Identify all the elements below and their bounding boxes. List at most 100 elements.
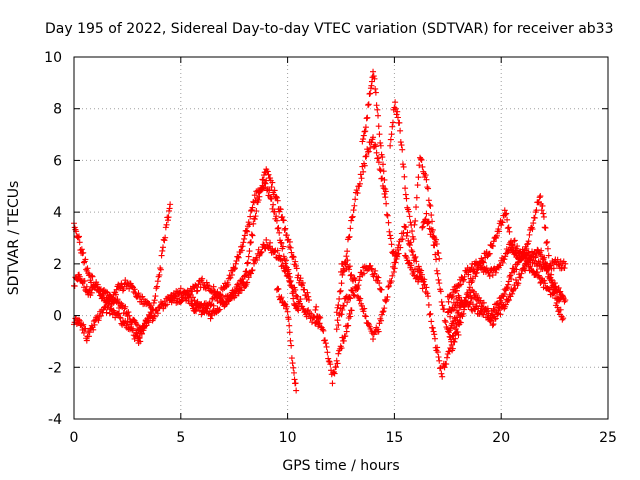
point-track-f-13 [198,311,205,318]
point-track-f-113 [274,197,281,204]
point-track-s-55 [489,322,496,329]
point-track-f-70 [241,272,248,279]
point-track-i-25 [353,187,360,194]
point-track-s-1 [447,325,454,332]
point-track-a-108 [154,283,161,290]
point-track-q-154 [562,260,569,267]
point-track-m-10 [394,108,401,115]
point-track-e-156 [286,270,293,277]
point-track-r-96 [539,202,546,209]
point-track-b-56 [112,291,119,298]
point-track-d-118 [225,281,232,288]
point-track-j-31 [380,168,387,175]
point-track-k-51 [378,311,385,318]
point-track-m-30 [409,228,416,235]
point-track-a-68 [122,303,129,310]
point-track-r-78 [525,238,532,245]
point-track-i-22 [351,202,358,209]
point-track-e-171 [297,296,304,303]
point-track-m-6 [391,104,398,111]
point-track-e-141 [274,247,281,254]
point-track-n-28 [423,284,430,291]
point-track-k-92 [411,254,418,261]
point-track-o-22 [436,280,443,287]
point-track-m-52 [426,201,433,208]
point-track-i-55 [376,166,383,173]
point-track-r-32 [490,238,497,245]
point-track-f-69 [241,273,248,280]
point-track-c-47 [105,302,112,309]
point-track-j-6 [363,115,370,122]
point-track-d-136 [238,247,245,254]
point-track-d-26 [154,310,161,317]
point-track-k-100 [418,267,425,274]
point-track-q-139 [550,265,557,272]
point-track-c-62 [117,315,124,322]
point-track-e-108 [249,267,256,274]
point-track-s-44 [480,299,487,306]
point-track-e-106 [247,270,254,277]
point-track-d-138 [240,239,247,246]
point-track-i-6 [338,280,345,287]
point-track-f-105 [268,183,275,190]
point-track-p-87 [511,237,518,244]
point-track-m-28 [407,219,414,226]
point-track-a-111 [156,271,163,278]
point-track-n-37 [430,328,437,335]
point-track-m-15 [397,139,404,146]
point-track-e-42 [199,275,206,282]
point-track-g-24 [291,369,298,376]
point-track-f-101 [265,171,272,178]
point-track-d-5 [138,330,145,337]
point-track-d-11 [143,322,150,329]
point-track-i-69 [387,235,394,242]
point-track-k-74 [397,244,404,251]
point-track-d-28 [156,304,163,311]
point-track-b-31 [93,281,100,288]
point-track-k-89 [409,248,416,255]
point-track-r-93 [537,193,544,200]
point-track-n-55 [443,354,450,361]
point-track-o-13 [429,228,436,235]
point-track-d-21 [151,312,158,319]
point-track-m-38 [415,174,422,181]
point-track-s-101 [525,261,532,268]
point-track-k-68 [392,259,399,266]
point-track-e-2 [168,299,175,306]
point-track-s-85 [512,276,519,283]
point-track-h-25 [331,370,338,377]
point-track-e-152 [283,263,290,270]
point-track-f-94 [260,176,267,183]
point-track-d-7 [140,323,147,330]
point-track-a-116 [160,244,166,251]
point-track-s-50 [485,310,492,317]
point-track-r-52 [505,224,512,231]
point-track-j-34 [382,188,389,195]
point-track-g-17 [286,322,293,329]
point-track-m-54 [428,212,435,219]
point-track-s-137 [552,283,559,290]
point-track-l-7 [339,306,346,313]
point-track-f-84 [252,213,259,220]
point-track-f-122 [281,226,288,233]
point-track-o-45 [454,329,461,336]
point-track-d-146 [246,221,253,228]
point-track-i-12 [343,253,350,260]
point-track-o-16 [431,242,438,249]
point-track-k-28 [360,308,367,315]
point-track-c-34 [95,317,102,324]
point-track-p-27 [465,271,472,278]
point-track-f-80 [249,232,256,239]
point-track-o-4 [422,217,429,224]
point-track-k-83 [404,229,411,236]
point-track-m-18 [399,161,406,168]
point-track-h-12 [321,337,328,344]
point-track-d-128 [232,260,239,267]
point-track-i-13 [344,248,351,255]
point-track-r-42 [498,222,505,229]
point-track-j-20 [372,89,379,96]
point-track-o-36 [447,334,454,341]
point-track-i-1 [334,304,341,311]
point-track-h-17 [325,358,332,365]
axis-ticks: 0 5 10 15 20 25 -4 -2 0 2 4 6 8 10 [44,50,617,446]
